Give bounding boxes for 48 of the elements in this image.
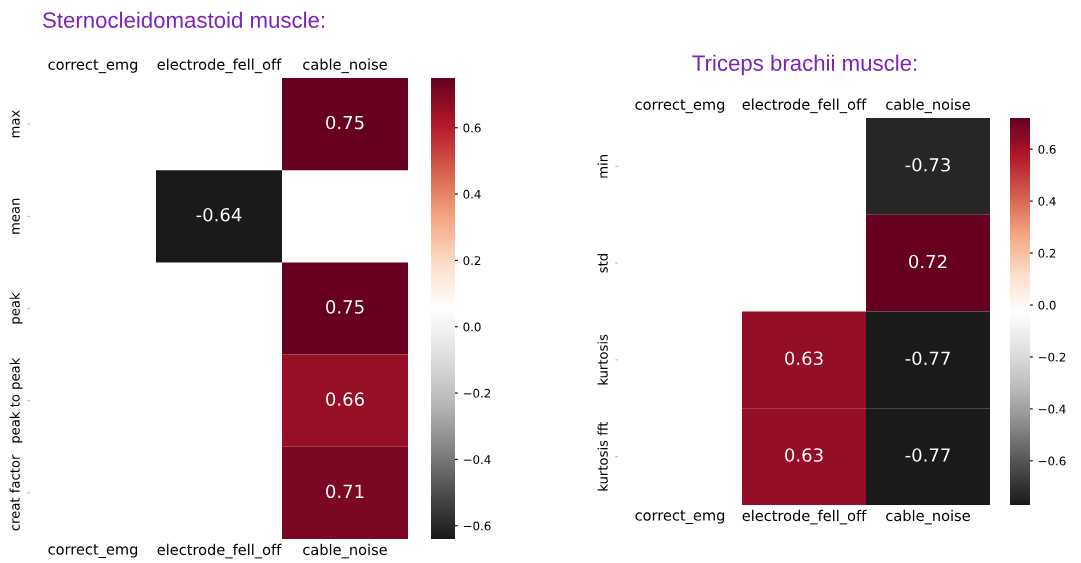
data-label: 0.75 bbox=[326, 115, 364, 130]
color-bar-label: −0.6 bbox=[1038, 456, 1066, 466]
color-bar-label: 0.2 bbox=[1038, 248, 1056, 258]
color-bar-label: 0.6 bbox=[463, 123, 481, 133]
color-bar-label: 0.4 bbox=[463, 189, 481, 199]
data-label: -0.77 bbox=[905, 351, 950, 366]
color-bar-label: −0.4 bbox=[463, 455, 491, 465]
category-label: electrode_fell_off bbox=[742, 98, 867, 114]
x-tick-label: cable_noise bbox=[303, 543, 387, 559]
color-bar-label: 0.0 bbox=[463, 322, 481, 332]
data-label: 0.71 bbox=[326, 484, 364, 499]
chart-title: Sternocleidomastoid muscle: bbox=[43, 11, 325, 28]
y-tick-label: mean bbox=[12, 198, 20, 234]
color-bar-label: 0.2 bbox=[463, 256, 481, 266]
color-bar-label: −0.4 bbox=[1038, 404, 1066, 414]
color-bar-label: 0.4 bbox=[1038, 196, 1056, 206]
color-bar-label: 0.0 bbox=[1038, 300, 1056, 310]
color-bar-label: −0.2 bbox=[463, 388, 491, 398]
category-label: correct_emg bbox=[635, 99, 725, 114]
data-label: 0.66 bbox=[326, 392, 364, 406]
category-label: correct_emg bbox=[48, 59, 138, 74]
data-label: 0.72 bbox=[909, 254, 947, 269]
data-label: 0.63 bbox=[785, 351, 823, 366]
x-tick-label: correct_emg bbox=[48, 544, 138, 558]
x-tick-label: cable_noise bbox=[886, 509, 970, 525]
y-tick-label: peak to peak bbox=[9, 357, 23, 443]
y-tick-label: peak bbox=[9, 292, 23, 324]
category-label: cable_noise bbox=[303, 58, 387, 74]
x-tick-label: electrode_fell_off bbox=[157, 543, 282, 559]
data-label: 0.63 bbox=[785, 448, 823, 462]
x-tick-label: electrode_fell_off bbox=[742, 509, 867, 525]
color-bar-label: 0.6 bbox=[1038, 144, 1056, 154]
chart-title: Triceps brachii muscle: bbox=[692, 54, 917, 76]
data-label: 0.75 bbox=[326, 300, 364, 314]
y-tick-label: min bbox=[597, 155, 608, 178]
x-tick-label: correct_emg bbox=[635, 510, 725, 524]
y-tick-label: max bbox=[12, 110, 20, 138]
data-label: -0.77 bbox=[905, 448, 950, 462]
y-tick-label: std bbox=[597, 254, 608, 273]
color-bar-label: −0.6 bbox=[463, 521, 491, 531]
category-label: electrode_fell_off bbox=[157, 58, 282, 74]
y-tick-label: kurtosis fft bbox=[597, 421, 608, 491]
data-label: -0.73 bbox=[905, 157, 950, 172]
data-label: -0.64 bbox=[196, 207, 242, 222]
category-label: cable_noise bbox=[886, 98, 970, 114]
y-tick-label: kurtosis bbox=[597, 334, 608, 385]
color-bar-label: −0.2 bbox=[1038, 352, 1066, 362]
y-tick-label: creat factor bbox=[9, 454, 20, 531]
